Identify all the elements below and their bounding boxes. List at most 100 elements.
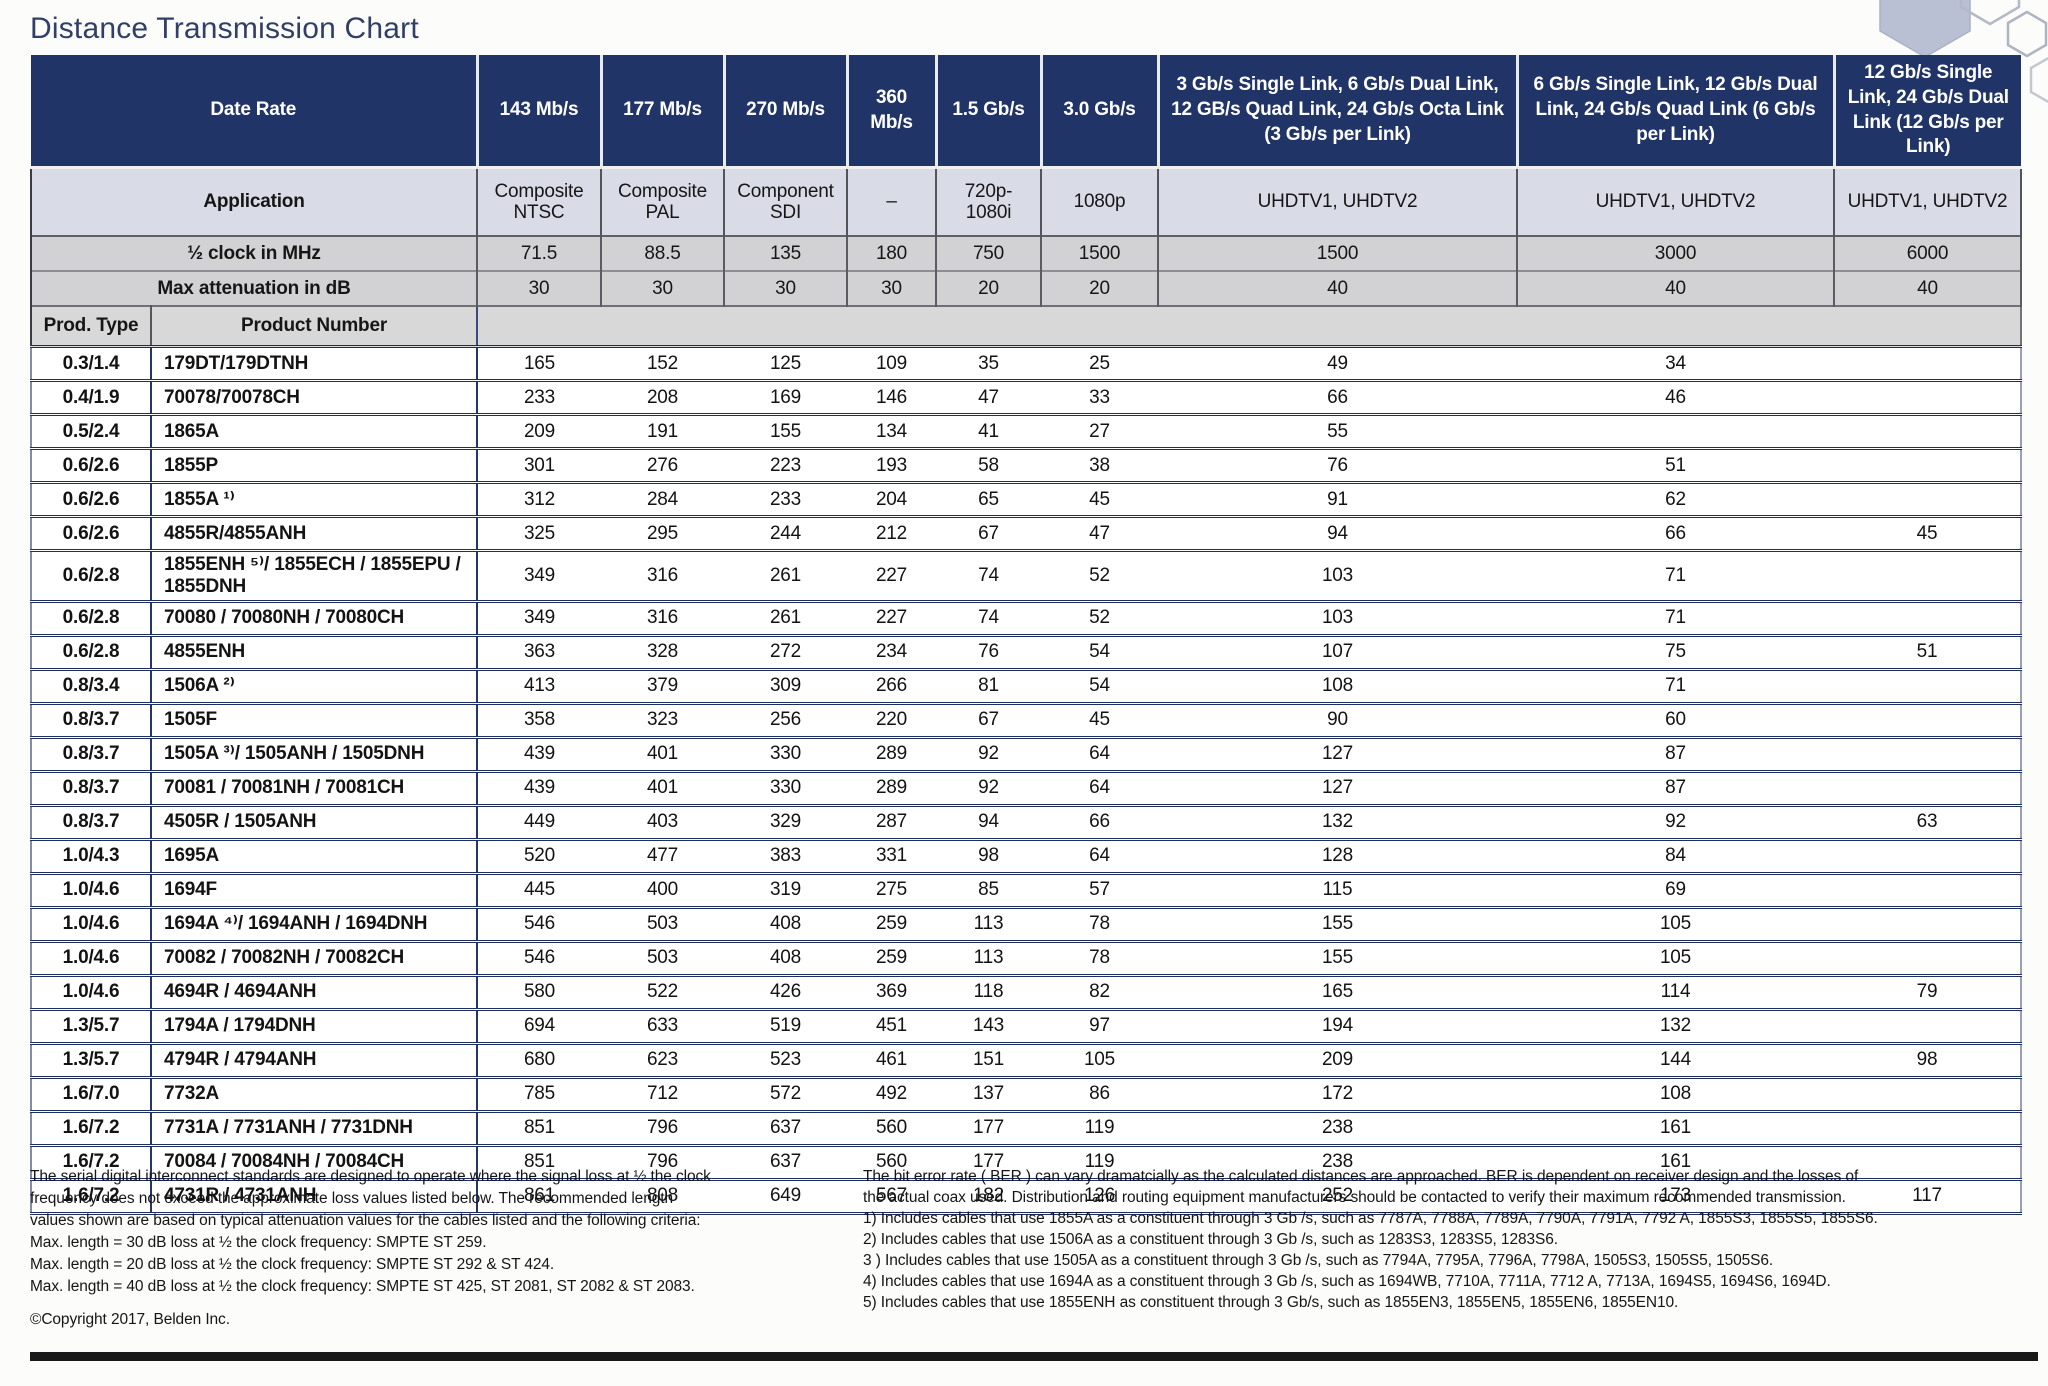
distance-value-cell: 503 xyxy=(601,905,724,942)
distance-value-cell: 45 xyxy=(1041,701,1158,738)
table-row: 1.3/5.7 4794R / 4794ANH 680 623 523 461 … xyxy=(30,1041,2022,1078)
distance-value-cell: 85 xyxy=(936,871,1041,908)
max-attenuation-row: Max attenuation in dB 30 30 30 30 20 20 … xyxy=(30,270,2022,306)
product-number-cell: 70081 / 70081NH / 70081CH xyxy=(151,769,478,806)
distance-value-cell: 49 xyxy=(1158,345,1517,381)
distance-value-cell: 94 xyxy=(1158,515,1517,551)
product-number-cell: 4794R / 4794ANH xyxy=(151,1041,478,1078)
table-row: 0.5/2.4 1865A 209 191 155 134 41 27 55 xyxy=(30,413,2022,449)
table-row: 0.6/2.8 4855ENH 363 328 272 234 76 54 10… xyxy=(30,633,2022,670)
product-number-cell: 1695A xyxy=(151,837,478,874)
distance-value-cell: 633 xyxy=(601,1007,724,1044)
distance-value-cell: 503 xyxy=(601,939,724,976)
distance-value-cell: 98 xyxy=(1834,1041,2022,1078)
distance-value-cell: 67 xyxy=(936,701,1041,738)
distance-value-cell: 408 xyxy=(724,939,847,976)
table-row: 0.8/3.7 70081 / 70081NH / 70081CH 439 40… xyxy=(30,769,2022,806)
distance-value-cell: 155 xyxy=(1158,905,1517,942)
distance-value-cell: 209 xyxy=(1158,1041,1517,1078)
distance-value-cell: 74 xyxy=(936,599,1041,636)
distance-value-cell: 78 xyxy=(1041,939,1158,976)
distance-value-cell: 113 xyxy=(936,939,1041,976)
distance-value-cell: 146 xyxy=(847,379,936,415)
prod-type-cell: 0.4/1.9 xyxy=(30,379,152,415)
distance-value-cell: 134 xyxy=(847,413,936,449)
table-row: 1.0/4.6 1694A ⁴⁾/ 1694ANH / 1694DNH 546 … xyxy=(30,905,2022,942)
data-rate-cell: 12 Gb/s Single Link, 24 Gb/s Dual Link (… xyxy=(1834,55,2021,168)
distance-value-cell: 52 xyxy=(1041,599,1158,636)
distance-value-cell: 60 xyxy=(1517,701,1834,738)
distance-value-cell: 796 xyxy=(601,1143,724,1180)
distance-value-cell: 220 xyxy=(847,701,936,738)
product-number-cell: 4505R / 1505ANH xyxy=(151,803,478,840)
distance-value-cell xyxy=(1834,769,2022,806)
distance-value-cell: 105 xyxy=(1041,1041,1158,1078)
distance-value-cell: 182 xyxy=(936,1177,1041,1215)
distance-value-cell: 851 xyxy=(477,1143,601,1180)
distance-value-cell xyxy=(1834,1007,2022,1044)
distance-value-cell: 546 xyxy=(477,939,601,976)
max-attenuation-label: Max attenuation in dB xyxy=(30,270,478,306)
half-clock-label: ½ clock in MHz xyxy=(30,235,478,271)
table-row: 0.4/1.9 70078/70078CH 233 208 169 146 47… xyxy=(30,379,2022,415)
prod-type-cell: 0.8/3.7 xyxy=(30,735,152,772)
distance-value-cell: 212 xyxy=(847,515,936,551)
product-number-cell: 70082 / 70082NH / 70082CH xyxy=(151,939,478,976)
distance-value-cell: 572 xyxy=(724,1075,847,1112)
product-number-cell: 1855P xyxy=(151,447,478,483)
distance-value-cell xyxy=(1834,481,2022,517)
table-row: 0.6/2.6 4855R/4855ANH 325 295 244 212 67… xyxy=(30,515,2022,551)
distance-value-cell: 204 xyxy=(847,481,936,517)
distance-value-cell: 127 xyxy=(1158,735,1517,772)
distance-value-cell: 261 xyxy=(724,599,847,636)
distance-value-cell: 560 xyxy=(847,1143,936,1180)
prod-type-cell: 0.6/2.8 xyxy=(30,549,152,602)
distance-value-cell: 86 xyxy=(1041,1075,1158,1112)
distance-value-cell: 82 xyxy=(1041,973,1158,1010)
distance-value-cell: 567 xyxy=(847,1177,936,1215)
distance-value-cell: 520 xyxy=(477,837,601,874)
distance-value-cell: 132 xyxy=(1517,1007,1834,1044)
distance-value-cell: 272 xyxy=(724,633,847,670)
table-row: 1.6/7.0 7732A 785 712 572 492 137 86 172… xyxy=(30,1075,2022,1112)
prod-type-cell: 1.0/4.6 xyxy=(30,939,152,976)
distance-value-cell: 492 xyxy=(847,1075,936,1112)
distance-value-cell: 172 xyxy=(1158,1075,1517,1112)
distance-value-cell: 103 xyxy=(1158,599,1517,636)
table-row: 0.3/1.4 179DT/179DTNH 165 152 125 109 35… xyxy=(30,345,2022,381)
distance-value-cell: 319 xyxy=(724,871,847,908)
distance-value-cell: 64 xyxy=(1041,735,1158,772)
footer-right-line: The bit error rate ( BER ) can vary dram… xyxy=(863,1168,1859,1185)
distance-value-cell: 27 xyxy=(1041,413,1158,449)
distance-value-cell: 238 xyxy=(1158,1143,1517,1180)
distance-value-cell: 109 xyxy=(847,345,936,381)
distance-value-cell: 637 xyxy=(724,1143,847,1180)
prod-type-cell: 0.6/2.6 xyxy=(30,481,152,517)
table-row: 1.0/4.6 1694F 445 400 319 275 85 57 115 … xyxy=(30,871,2022,908)
distance-value-cell xyxy=(1834,599,2022,636)
distance-value-cell: 161 xyxy=(1517,1109,1834,1146)
footer-left-line: values shown are based on typical attenu… xyxy=(30,1212,701,1229)
distance-value-cell: 330 xyxy=(724,735,847,772)
distance-value-cell: 169 xyxy=(724,379,847,415)
distance-value-cell: 92 xyxy=(936,769,1041,806)
distance-value-cell: 47 xyxy=(1041,515,1158,551)
prod-type-cell: 1.6/7.2 xyxy=(30,1109,152,1146)
application-cell: Component SDI xyxy=(724,166,848,236)
distance-value-cell: 289 xyxy=(847,769,936,806)
product-number-cell: 1694A ⁴⁾/ 1694ANH / 1694DNH xyxy=(151,905,478,942)
distance-value-cell: 54 xyxy=(1041,633,1158,670)
product-header-filler xyxy=(477,305,2022,347)
distance-value-cell: 92 xyxy=(936,735,1041,772)
distance-value-cell: 51 xyxy=(1834,633,2022,670)
distance-value-cell: 71 xyxy=(1517,667,1834,704)
distance-value-cell: 284 xyxy=(601,481,724,517)
distance-value-cell: 208 xyxy=(601,379,724,415)
distance-value-cell: 46 xyxy=(1517,379,1834,415)
table-row: 0.8/3.7 1505A ³⁾/ 1505ANH / 1505DNH 439 … xyxy=(30,735,2022,772)
distance-value-cell: 451 xyxy=(847,1007,936,1044)
distance-value-cell: 127 xyxy=(1158,769,1517,806)
data-rate-header-row: Date Rate 143 Mb/s 177 Mb/s 270 Mb/s 360… xyxy=(31,55,2021,168)
distance-value-cell: 94 xyxy=(936,803,1041,840)
data-rate-cell: 1.5 Gb/s xyxy=(936,55,1043,168)
